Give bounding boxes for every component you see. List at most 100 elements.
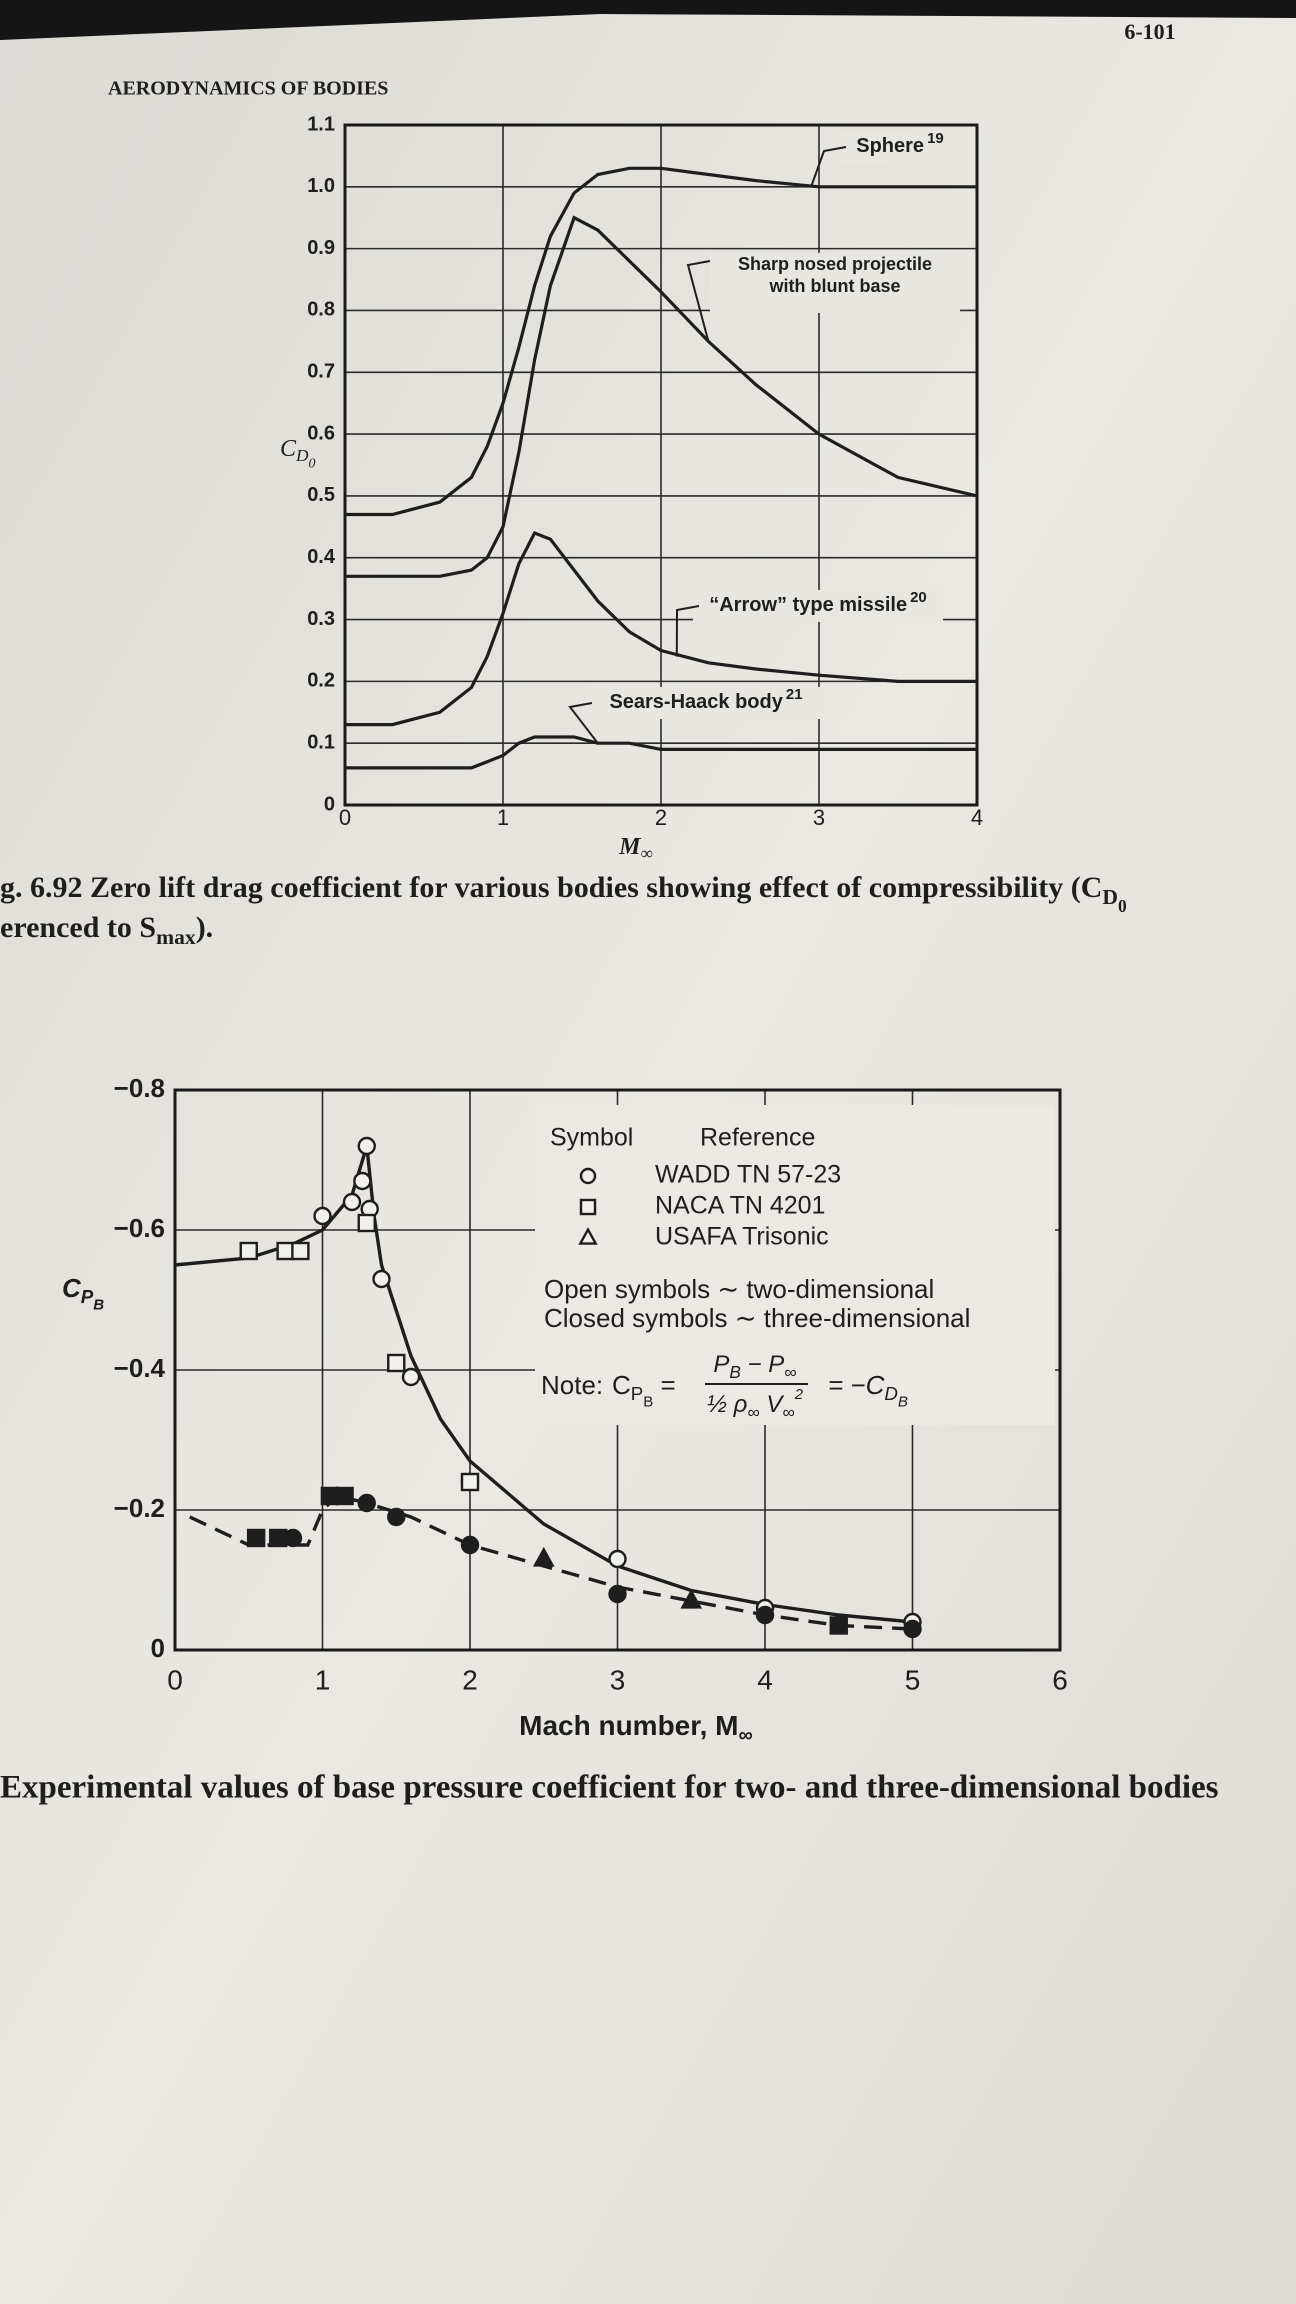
marker-square [291,1241,310,1261]
formula-denominator-part: ∞ [747,1402,759,1422]
marker-square [239,1241,258,1261]
y-tick-label: 0 [324,793,335,815]
marker-circle [401,1367,421,1387]
leader-line [568,702,599,744]
marker-square [387,1353,406,1373]
legend-marker [579,1167,597,1185]
y-tick-label: 0.8 [307,299,335,321]
series-ref: 19 [927,130,944,147]
marker-circle [903,1619,922,1639]
y-tick-label: −0.8 [114,1073,165,1103]
note-label: Note: [541,1370,603,1400]
marker-triangle [680,1588,703,1609]
formula-denominator-part: ∞ [782,1402,794,1422]
x-axis-label-part: ∞ [641,844,653,863]
x-tick-label: 3 [813,805,825,830]
fit-curve [174,1145,913,1624]
plot-frame [343,123,979,807]
marker-circle [342,1192,362,1212]
series-name: Sphere [856,135,924,157]
legend-note: Closed symbols ∼ three-dimensional [544,1303,970,1333]
caption-part: ). [196,911,214,944]
label-backing [586,687,826,719]
marker-square [460,1472,480,1492]
data-line [345,735,977,770]
y-axis-label: CPB [62,1273,104,1314]
leader-line [675,605,700,657]
x-tick-label: 0 [339,805,351,830]
formula-denominator-part: 2 [794,1387,804,1403]
legend-marker [579,1198,597,1216]
y-axis-label-part: C [280,436,297,462]
y-axis-label: CD0 [280,436,315,472]
caption-part: erenced to S [0,911,156,944]
y-axis-label-part: D [295,446,309,465]
series-ref: 20 [910,589,927,606]
y-tick-label: 0.4 [307,546,336,568]
formula-lhs-part: C [612,1370,631,1400]
marker-circle [387,1507,406,1527]
formula-numerator-part: − P [741,1351,784,1378]
y-tick-label: −0.2 [114,1493,165,1523]
y-tick-label: 1.1 [307,113,335,135]
formula-lhs: CPB = [612,1370,676,1411]
formula-numerator-part: B [729,1362,741,1382]
caption: Experimental values of base pressure coe… [0,1770,1219,1806]
legend-label: WADD TN 57-23 [655,1161,841,1189]
formula-rhs: = −CDB [828,1370,908,1411]
x-tick-label: 0 [167,1664,183,1695]
x-axis-label: M∞ [618,834,653,864]
x-tick-label: 2 [655,805,667,830]
marker-square [335,1486,354,1506]
data-line [345,530,977,727]
caption: erenced to Smax). [0,911,213,949]
x-axis-label-part: M [618,834,642,860]
x-tick-label: 4 [971,805,983,830]
series-label: Sphere 19 [856,130,944,157]
x-axis-label: Mach number, M∞ [519,1710,753,1746]
y-axis-label-part: C [62,1273,82,1303]
y-tick-label: −0.4 [114,1353,166,1383]
formula-denominator: ½ ρ∞ V∞2 [707,1387,804,1422]
fit-curve [189,1494,913,1631]
leader-line [686,260,711,342]
x-tick-label: 2 [462,1664,478,1695]
legend-note: Open symbols ∼ two-dimensional [544,1274,934,1304]
formula-denominator-part: ½ ρ [707,1391,748,1418]
y-axis-label-part: B [93,1297,104,1314]
marker-circle [755,1605,775,1625]
page-shadow [0,0,1296,40]
caption-part: D [1102,885,1118,909]
y-tick-label: 0 [151,1633,165,1663]
x-tick-label: 3 [610,1664,626,1695]
formula-numerator-part: P [713,1351,729,1378]
formula-lhs-part: = [653,1370,675,1400]
x-axis-label-part: ∞ [739,1725,753,1747]
caption-part: 0 [1118,896,1127,916]
series-name: “Arrow” type missile [709,594,907,616]
series-name: Sears-Haack body [609,691,783,713]
marker-square [246,1528,266,1548]
x-tick-label: 1 [497,805,509,830]
marker-square [269,1528,288,1548]
marker-triangle [532,1546,555,1567]
page-number: 6-101 [1124,19,1175,44]
label-backing [710,253,960,313]
y-tick-label: 0.2 [307,670,335,692]
caption-part: max [156,925,196,949]
y-tick-label: −0.6 [114,1213,165,1243]
formula-denominator-part: V [760,1391,785,1418]
marker-circle [460,1535,480,1555]
y-tick-label: 0.1 [307,731,335,753]
plot-frame [173,1088,1062,1652]
formula-numerator-part: ∞ [784,1362,796,1382]
y-tick-label: 0.5 [307,484,335,506]
series-label: Sears-Haack body 21 [609,686,802,713]
x-axis-label-part: Mach number, M [519,1710,738,1741]
y-axis-label-part: P [81,1286,94,1307]
legend-backing [535,1105,1055,1425]
series-label: Sharp nosed projectile with blunt base [737,254,933,296]
label-backing [840,131,960,163]
